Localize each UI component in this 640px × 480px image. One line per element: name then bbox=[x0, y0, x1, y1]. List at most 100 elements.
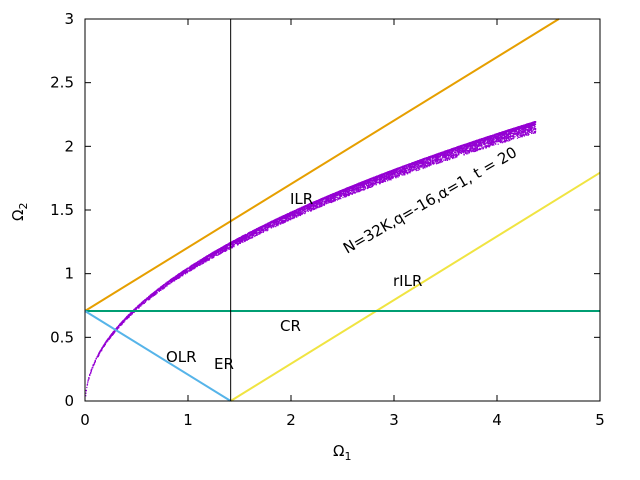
scatter-point bbox=[466, 153, 468, 155]
scatter-point bbox=[164, 286, 167, 288]
scatter-point bbox=[294, 214, 296, 216]
scatter-point bbox=[499, 134, 501, 136]
scatter-point bbox=[146, 297, 148, 299]
scatter-point bbox=[524, 127, 526, 130]
scatter-point bbox=[457, 149, 459, 151]
scatter-point bbox=[511, 130, 513, 132]
scatter-point bbox=[390, 179, 392, 181]
scatter-point bbox=[277, 221, 279, 223]
scatter-point bbox=[492, 143, 494, 145]
scatter-point bbox=[340, 192, 342, 194]
scatter-point bbox=[398, 170, 400, 172]
scatter-point bbox=[237, 240, 239, 242]
scatter-point bbox=[387, 175, 389, 177]
scatter-point bbox=[437, 157, 439, 159]
scatter-point bbox=[495, 143, 497, 145]
scatter-point bbox=[323, 200, 325, 202]
scatter-point bbox=[287, 216, 289, 219]
scatter-point bbox=[233, 242, 236, 244]
scatter-point bbox=[307, 208, 309, 210]
scatter-point bbox=[516, 131, 518, 133]
scatter-point bbox=[383, 176, 385, 178]
scatter-point bbox=[248, 237, 250, 239]
scatter-point bbox=[333, 197, 335, 199]
scatter-point bbox=[429, 164, 431, 166]
scatter-points bbox=[85, 121, 537, 397]
scatter-point bbox=[350, 187, 352, 189]
scatter-point bbox=[460, 149, 462, 152]
scatter-point bbox=[428, 165, 430, 167]
scatter-point bbox=[466, 143, 468, 146]
scatter-point bbox=[415, 170, 417, 172]
scatter-point bbox=[411, 170, 414, 172]
scatter-point bbox=[413, 168, 415, 170]
scatter-point bbox=[383, 176, 385, 178]
scatter-point bbox=[367, 182, 369, 184]
scatter-point bbox=[292, 216, 294, 218]
scatter-point bbox=[513, 134, 515, 136]
scatter-point bbox=[166, 285, 168, 287]
scatter-point bbox=[493, 139, 495, 141]
scatter-point bbox=[462, 151, 464, 153]
scatter-point bbox=[380, 180, 382, 182]
scatter-point bbox=[219, 253, 221, 255]
scatter-point bbox=[249, 237, 251, 239]
scatter-point bbox=[413, 164, 415, 166]
scatter-point bbox=[418, 169, 420, 171]
scatter-point bbox=[388, 179, 390, 181]
scatter-point bbox=[509, 131, 511, 133]
scatter-point bbox=[401, 173, 403, 175]
scatter-point bbox=[355, 191, 357, 193]
scatter-point bbox=[354, 192, 356, 194]
scatter-point bbox=[419, 164, 421, 167]
scatter-point bbox=[427, 160, 429, 162]
scatter-point bbox=[370, 183, 372, 186]
scatter-point bbox=[304, 212, 306, 214]
scatter-point bbox=[392, 177, 394, 179]
scatter-point bbox=[430, 160, 432, 162]
scatter-point bbox=[210, 255, 212, 257]
scatter-point bbox=[336, 199, 338, 201]
scatter-point bbox=[373, 182, 375, 184]
scatter-point bbox=[156, 292, 158, 294]
scatter-point bbox=[449, 155, 451, 157]
scatter-point bbox=[511, 138, 513, 140]
scatter-point bbox=[448, 153, 450, 155]
scatter-point bbox=[527, 126, 529, 128]
scatter-point bbox=[378, 179, 381, 181]
scatter-point bbox=[191, 266, 193, 269]
scatter-point bbox=[521, 132, 523, 134]
scatter-point bbox=[155, 292, 158, 294]
scatter-point bbox=[257, 233, 259, 235]
scatter-point bbox=[412, 167, 414, 169]
scatter-point bbox=[391, 175, 393, 178]
scatter-point bbox=[396, 172, 398, 174]
scatter-point bbox=[523, 132, 525, 134]
scatter-point bbox=[390, 176, 392, 178]
scatter-point bbox=[351, 191, 353, 193]
scatter-point bbox=[323, 202, 326, 204]
scatter-point bbox=[144, 301, 146, 303]
scatter-point bbox=[517, 131, 519, 133]
scatter-point bbox=[475, 147, 477, 150]
scatter-point bbox=[392, 174, 394, 176]
scatter-point bbox=[449, 154, 452, 156]
scatter-point bbox=[385, 178, 387, 181]
scatter-point bbox=[488, 140, 491, 142]
scatter-point bbox=[137, 307, 139, 309]
scatter-point bbox=[482, 147, 484, 149]
scatter-point bbox=[88, 378, 90, 380]
scatter-point bbox=[262, 231, 264, 233]
scatter-point bbox=[414, 163, 416, 165]
scatter-point bbox=[305, 207, 307, 209]
scatter-point bbox=[309, 209, 311, 211]
scatter-point bbox=[482, 142, 484, 144]
scatter-point bbox=[402, 169, 404, 171]
scatter-point bbox=[529, 131, 531, 133]
scatter-point bbox=[437, 158, 439, 160]
scatter-point bbox=[533, 127, 535, 130]
scatter-point bbox=[526, 134, 528, 136]
scatter-point bbox=[250, 236, 252, 238]
scatter-point bbox=[257, 227, 259, 229]
scatter-point bbox=[285, 215, 287, 218]
